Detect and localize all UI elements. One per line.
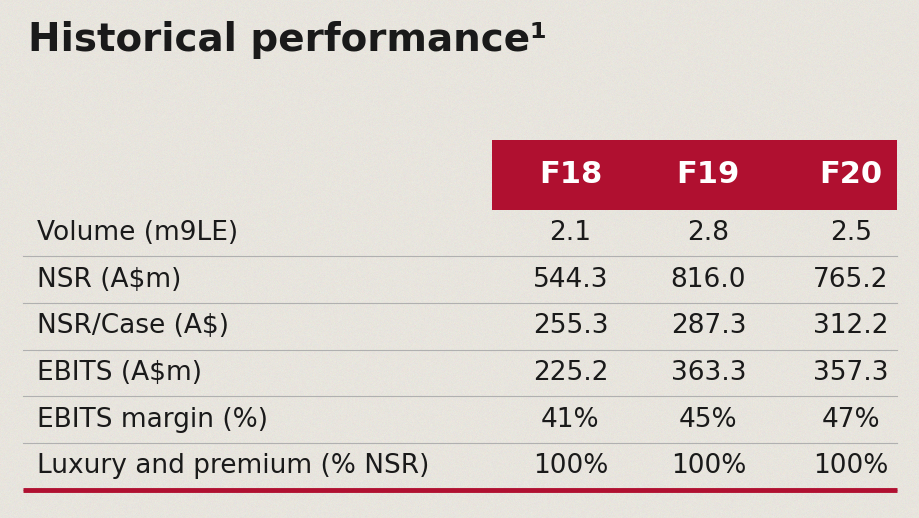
Text: Luxury and premium (% NSR): Luxury and premium (% NSR)	[37, 453, 428, 479]
Text: 100%: 100%	[670, 453, 745, 479]
Text: EBITS (A$m): EBITS (A$m)	[37, 360, 201, 386]
Bar	[492, 140, 896, 210]
Text: EBITS margin (%): EBITS margin (%)	[37, 407, 267, 433]
Text: 41%: 41%	[540, 407, 599, 433]
Text: 255.3: 255.3	[532, 313, 607, 339]
Text: 287.3: 287.3	[670, 313, 745, 339]
Text: Historical performance¹: Historical performance¹	[28, 21, 546, 59]
Text: 225.2: 225.2	[532, 360, 607, 386]
Text: 100%: 100%	[532, 453, 607, 479]
Text: F19: F19	[676, 161, 739, 189]
Text: 2.1: 2.1	[549, 220, 591, 246]
Text: F18: F18	[539, 161, 601, 189]
Text: NSR/Case (A$): NSR/Case (A$)	[37, 313, 229, 339]
Text: 2.5: 2.5	[829, 220, 871, 246]
Text: 312.2: 312.2	[812, 313, 888, 339]
Text: 45%: 45%	[678, 407, 737, 433]
Text: 100%: 100%	[812, 453, 888, 479]
Text: 47%: 47%	[821, 407, 879, 433]
Text: Volume (m9LE): Volume (m9LE)	[37, 220, 238, 246]
Text: 2.8: 2.8	[686, 220, 729, 246]
Text: F20: F20	[819, 161, 881, 189]
Text: NSR (A$m): NSR (A$m)	[37, 267, 181, 293]
Text: 363.3: 363.3	[670, 360, 745, 386]
Text: 357.3: 357.3	[812, 360, 888, 386]
Text: 544.3: 544.3	[532, 267, 607, 293]
Text: 816.0: 816.0	[670, 267, 745, 293]
Text: 765.2: 765.2	[812, 267, 888, 293]
